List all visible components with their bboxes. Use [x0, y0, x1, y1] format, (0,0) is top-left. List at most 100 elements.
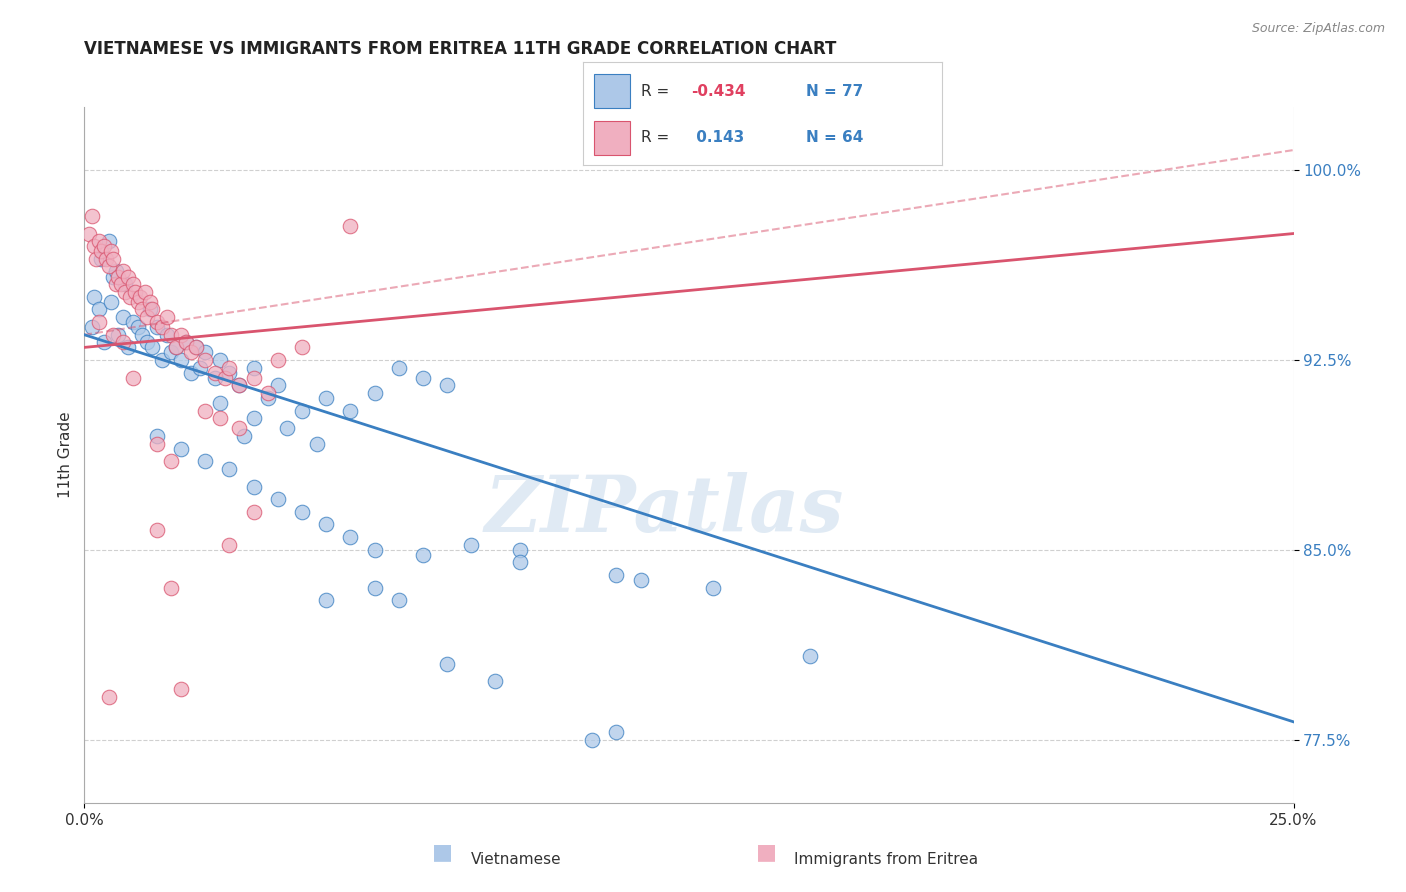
Point	[412, 370, 434, 384]
Point	[412, 548, 434, 562]
Point	[208, 411, 231, 425]
Point	[305, 436, 328, 450]
Text: Immigrants from Eritrea: Immigrants from Eritrea	[794, 852, 979, 867]
Point	[184, 340, 207, 354]
Point	[127, 320, 149, 334]
Point	[150, 353, 173, 368]
Point	[218, 538, 240, 552]
Point	[103, 269, 125, 284]
Point	[190, 360, 212, 375]
Point	[339, 219, 361, 233]
Text: ZIPatlas: ZIPatlas	[485, 473, 845, 549]
Text: Vietnamese: Vietnamese	[471, 852, 561, 867]
Bar	[595, 121, 630, 155]
Point	[509, 542, 531, 557]
Point	[93, 239, 115, 253]
Point	[291, 340, 314, 354]
Point	[97, 690, 120, 704]
Point	[180, 366, 202, 380]
Point	[218, 360, 240, 375]
Text: ■: ■	[756, 843, 776, 863]
Point	[605, 725, 627, 739]
Point	[315, 517, 337, 532]
Point	[170, 442, 193, 456]
Point	[138, 294, 160, 309]
Point	[363, 542, 385, 557]
Point	[100, 244, 122, 259]
Point	[146, 315, 169, 329]
Point	[165, 340, 187, 354]
Point	[267, 492, 290, 507]
Point	[436, 378, 458, 392]
Point	[184, 340, 207, 354]
Point	[160, 581, 183, 595]
Point	[228, 421, 250, 435]
Point	[150, 320, 173, 334]
Point	[242, 411, 264, 425]
Point	[93, 335, 115, 350]
Point	[363, 581, 385, 595]
Point	[83, 290, 105, 304]
Point	[87, 234, 110, 248]
Point	[112, 264, 135, 278]
Point	[155, 327, 177, 342]
Point	[267, 353, 290, 368]
Point	[146, 523, 169, 537]
Point	[174, 335, 197, 350]
Point	[799, 648, 821, 663]
Point	[218, 366, 240, 380]
Point	[94, 252, 117, 266]
Point	[257, 386, 280, 401]
Point	[97, 234, 120, 248]
Point	[170, 681, 193, 696]
Point	[138, 302, 160, 317]
Point	[315, 593, 337, 607]
Point	[605, 568, 627, 582]
Point	[86, 252, 108, 266]
Point	[131, 302, 153, 317]
Point	[180, 345, 202, 359]
Point	[228, 378, 250, 392]
Point	[90, 252, 112, 266]
Point	[630, 573, 652, 587]
Point	[134, 285, 156, 299]
Point	[581, 732, 603, 747]
Text: Source: ZipAtlas.com: Source: ZipAtlas.com	[1251, 22, 1385, 36]
Point	[165, 340, 187, 354]
Point	[103, 327, 125, 342]
Point	[141, 302, 163, 317]
Point	[242, 479, 264, 493]
Point	[155, 310, 177, 324]
Point	[83, 239, 105, 253]
Text: ■: ■	[433, 843, 453, 863]
Point	[124, 285, 146, 299]
Point	[170, 327, 193, 342]
Point	[436, 657, 458, 671]
Point	[388, 360, 411, 375]
Point	[146, 436, 169, 450]
Point	[363, 386, 385, 401]
Point	[107, 327, 129, 342]
Point	[194, 454, 217, 468]
Point	[120, 290, 142, 304]
Point	[136, 310, 159, 324]
Point	[509, 556, 531, 570]
Point	[484, 674, 506, 689]
Point	[131, 327, 153, 342]
Text: N = 64: N = 64	[806, 130, 863, 145]
Point	[228, 378, 250, 392]
Point	[117, 340, 139, 354]
Point	[103, 252, 125, 266]
Text: VIETNAMESE VS IMMIGRANTS FROM ERITREA 11TH GRADE CORRELATION CHART: VIETNAMESE VS IMMIGRANTS FROM ERITREA 11…	[84, 40, 837, 58]
Point	[141, 340, 163, 354]
Point	[218, 462, 240, 476]
Point	[339, 403, 361, 417]
Point	[170, 353, 193, 368]
Point	[121, 370, 143, 384]
Point	[214, 370, 236, 384]
Text: -0.434: -0.434	[692, 84, 745, 99]
Text: R =: R =	[641, 84, 669, 99]
Point	[204, 366, 226, 380]
Point	[121, 315, 143, 329]
Point	[129, 290, 152, 304]
